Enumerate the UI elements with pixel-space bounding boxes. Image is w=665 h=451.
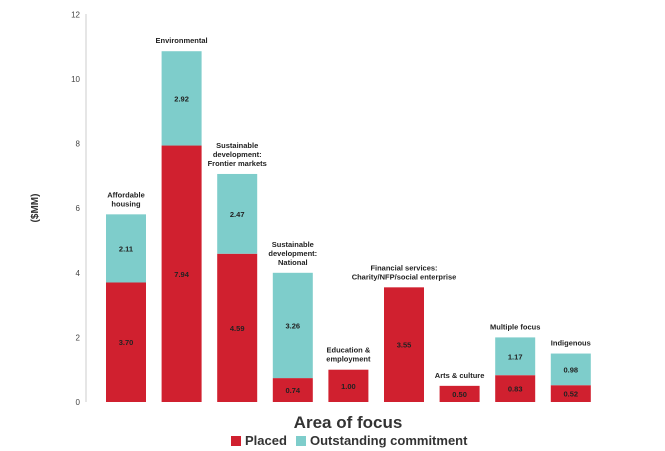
data-label: 0.50 xyxy=(452,390,467,399)
y-axis-label: ($MM) xyxy=(30,194,41,223)
bar-segment xyxy=(106,282,146,402)
bar-segment xyxy=(161,145,202,402)
legend-label-outstanding: Outstanding commitment xyxy=(310,433,468,448)
category-label: Frontier markets xyxy=(208,159,267,168)
bar-segment xyxy=(328,369,369,402)
bar-segment xyxy=(384,287,424,402)
data-label: 3.70 xyxy=(119,338,134,347)
bar-segment xyxy=(272,378,313,402)
bar-segment xyxy=(439,385,480,402)
y-tick-label: 6 xyxy=(76,204,81,213)
data-label: 0.98 xyxy=(563,365,578,374)
y-tick-label: 4 xyxy=(76,269,81,278)
data-label: 2.47 xyxy=(230,210,245,219)
bar-segment xyxy=(495,337,536,376)
bar-segment xyxy=(161,51,202,146)
data-label: 4.59 xyxy=(230,324,245,333)
legend: Placed Outstanding commitment xyxy=(231,433,468,448)
category-label: Multiple focus xyxy=(490,322,540,331)
category-label: Education & xyxy=(327,346,371,355)
data-label: 0.74 xyxy=(285,386,300,395)
legend-label-placed: Placed xyxy=(245,433,287,448)
category-label: Financial services: xyxy=(370,263,437,272)
category-label: Charity/NFP/social enterprise xyxy=(352,272,457,281)
bar-segment xyxy=(495,375,536,402)
category-label: Arts & culture xyxy=(435,371,485,380)
bar-segment xyxy=(550,353,591,386)
bars: 3.70 2.11 7.94 2.92 4.59 2.47 0.74 3.26 1.00 3.55… xyxy=(106,51,591,402)
data-label: 0.83 xyxy=(508,385,523,394)
data-label: 7.94 xyxy=(174,270,189,279)
bar-segment xyxy=(272,272,313,379)
category-label: Sustainable xyxy=(272,240,314,249)
category-label: development: xyxy=(268,249,317,258)
category-label: housing xyxy=(111,199,141,208)
y-tick-label: 8 xyxy=(76,140,81,149)
bar-segment xyxy=(217,173,258,254)
category-label: National xyxy=(278,258,308,267)
data-label: 3.26 xyxy=(285,321,300,330)
y-axis-ticks: 0 2 4 6 8 10 12 xyxy=(71,10,80,407)
category-label: Environmental xyxy=(156,36,208,45)
y-tick-label: 12 xyxy=(71,10,80,19)
y-tick-label: 2 xyxy=(76,333,81,342)
data-label: 3.55 xyxy=(397,341,412,350)
data-label: 1.00 xyxy=(341,382,356,391)
category-label: development: xyxy=(213,150,262,159)
bar-segment xyxy=(106,214,146,283)
legend-swatch-placed xyxy=(231,436,241,446)
category-label: Affordable xyxy=(107,190,145,199)
x-axis-label: Area of focus xyxy=(294,413,403,432)
data-label: 2.11 xyxy=(119,244,133,253)
category-label: employment xyxy=(326,355,371,364)
y-tick-label: 10 xyxy=(71,75,80,84)
data-label: 2.92 xyxy=(174,94,189,103)
y-tick-label: 0 xyxy=(76,398,81,407)
data-label: 0.52 xyxy=(563,390,578,399)
bar-segment xyxy=(550,385,591,402)
legend-swatch-outstanding xyxy=(296,436,306,446)
bar-segment xyxy=(217,253,258,402)
category-label: Sustainable xyxy=(216,141,258,150)
category-label: Indigenous xyxy=(551,339,591,348)
data-label: 1.17 xyxy=(508,352,523,361)
